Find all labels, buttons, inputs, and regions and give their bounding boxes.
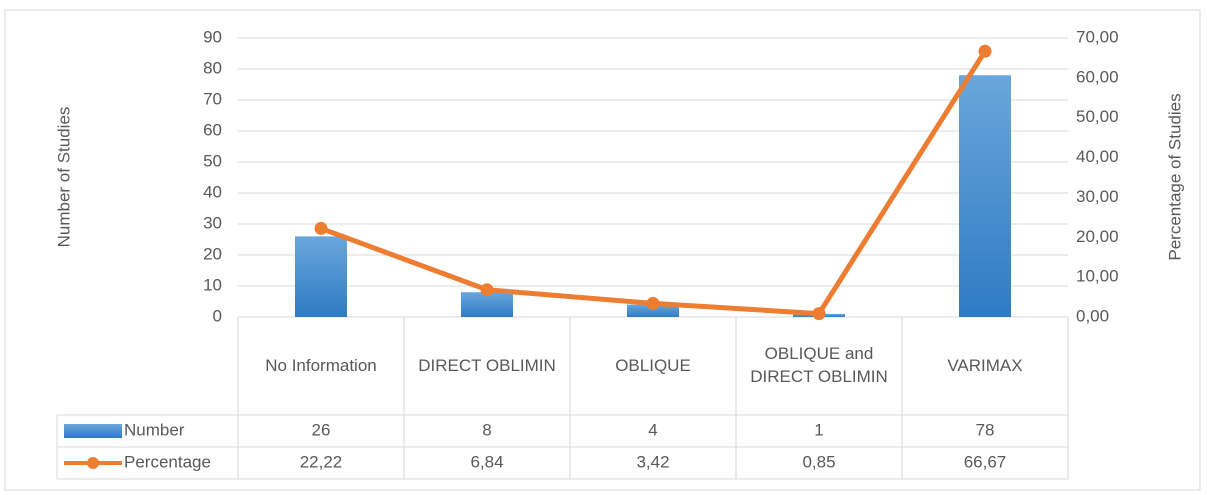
- legend-label: Number: [124, 420, 185, 439]
- table-value: 78: [976, 420, 995, 439]
- y-tick-label: 50: [203, 151, 222, 170]
- line-marker: [314, 221, 328, 235]
- y2-tick-label: 10,00: [1076, 267, 1119, 286]
- category-label: VARIMAX: [947, 355, 1023, 375]
- y2-tick-label: 60,00: [1076, 67, 1119, 86]
- bar: [627, 304, 679, 317]
- legend-label: Percentage: [124, 452, 211, 471]
- line-marker: [480, 283, 494, 297]
- y-tick-label: 10: [203, 275, 222, 294]
- table-value: 22,22: [300, 452, 343, 471]
- y2-tick-label: 70,00: [1076, 27, 1119, 46]
- y2-tick-label: 40,00: [1076, 147, 1119, 166]
- y-tick-label: 30: [203, 213, 222, 232]
- y2-axis-title: Percentage of Studies: [1165, 93, 1184, 260]
- y2-tick-label: 0,00: [1076, 306, 1109, 325]
- category-label-box: OBLIQUE and DIRECT OBLIMIN: [750, 344, 888, 386]
- table-value: 8: [482, 420, 491, 439]
- bar: [295, 236, 347, 317]
- category-label-box: DIRECT OBLIMIN: [418, 355, 556, 375]
- y2-tick-label: 50,00: [1076, 107, 1119, 126]
- category-label: No Information: [265, 355, 377, 375]
- y2-tick-label: 20,00: [1076, 227, 1119, 246]
- category-label: DIRECT OBLIMIN: [418, 355, 556, 375]
- y-tick-label: 70: [203, 89, 222, 108]
- legend-key-marker: [87, 457, 99, 469]
- table-value: 0,85: [802, 452, 835, 471]
- frame: [4, 9, 1201, 491]
- table-value: 3,42: [636, 452, 669, 471]
- bar: [959, 75, 1011, 317]
- y-tick-label: 20: [203, 244, 222, 263]
- y-tick-label: 40: [203, 182, 222, 201]
- line-marker: [812, 307, 826, 321]
- legend-key: [64, 424, 122, 438]
- table-value: 26: [312, 420, 331, 439]
- y2-tick-label: 30,00: [1076, 187, 1119, 206]
- y-axis-title: Number of Studies: [54, 107, 73, 248]
- table-value: 6,84: [470, 452, 503, 471]
- y-tick-label: 80: [203, 58, 222, 77]
- table-value: 4: [648, 420, 657, 439]
- category-label-box: OBLIQUE: [615, 355, 691, 375]
- y-tick-label: 90: [203, 27, 222, 46]
- category-label-box: No Information: [265, 355, 377, 375]
- y-tick-label: 60: [203, 120, 222, 139]
- category-label: OBLIQUE: [615, 355, 691, 375]
- line: [320, 49, 988, 317]
- category-label: OBLIQUE and DIRECT OBLIMIN: [750, 344, 888, 386]
- line-marker: [646, 296, 660, 310]
- line-marker: [978, 44, 992, 58]
- table-value: 66,67: [964, 452, 1007, 471]
- table-value: 1: [814, 420, 823, 439]
- y-tick-label: 0: [213, 306, 222, 325]
- bar: [461, 292, 513, 317]
- category-label-box: VARIMAX: [947, 355, 1023, 375]
